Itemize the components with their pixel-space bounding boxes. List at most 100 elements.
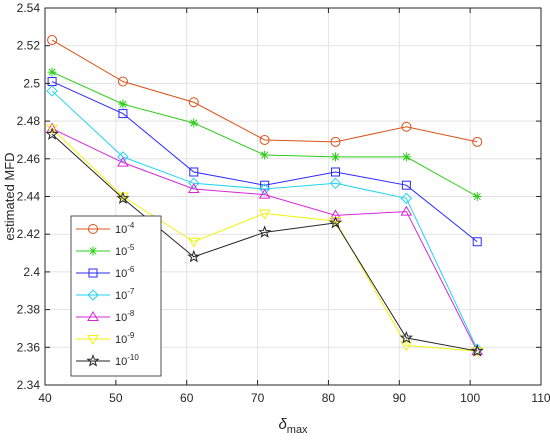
data-point [187, 182, 200, 193]
y-tick-label: 2.38 [17, 303, 41, 317]
legend-item: 10-7 [76, 287, 135, 302]
data-point [400, 192, 413, 205]
series-line [51, 128, 478, 352]
y-tick-label: 2.52 [17, 39, 41, 53]
data-point [46, 122, 58, 133]
data-point [118, 99, 128, 109]
data-point [330, 136, 341, 147]
data-point [117, 156, 129, 167]
data-point [331, 167, 341, 177]
data-point [118, 109, 128, 119]
data-point [117, 76, 128, 87]
legend-label: 10-5 [115, 243, 135, 258]
series-line [51, 81, 478, 243]
y-tick-label: 2.4 [23, 265, 40, 279]
legend-label: 10-6 [115, 265, 135, 280]
data-point [258, 183, 271, 195]
series-0 [47, 35, 483, 147]
legend-label: 10-10 [115, 353, 139, 368]
x-tick-label: 50 [109, 391, 123, 405]
series-line [51, 128, 478, 352]
data-point [399, 330, 413, 344]
legend-marker [88, 268, 98, 278]
legend-marker [87, 335, 99, 345]
legend-item: 10-10 [76, 353, 139, 368]
x-axis-symbol: δ [278, 416, 287, 433]
series-layer [45, 35, 484, 358]
legend-marker [88, 246, 98, 256]
data-point [187, 237, 200, 248]
legend-marker [87, 311, 99, 321]
data-point [401, 121, 412, 132]
data-point [258, 188, 271, 199]
legend-item: 10-6 [76, 265, 135, 280]
legend-item: 10-9 [76, 331, 135, 346]
data-point [259, 134, 270, 145]
data-point [258, 209, 271, 220]
data-point [187, 249, 201, 263]
data-point [46, 124, 58, 135]
x-axis-subscript: max [287, 424, 308, 436]
data-point [328, 215, 343, 229]
data-point [258, 225, 272, 238]
series-6 [45, 127, 484, 357]
y-axis-label: estimated MFD [2, 152, 17, 240]
legend-item: 10-8 [76, 309, 135, 324]
data-point [472, 237, 482, 247]
data-point [188, 177, 200, 190]
data-point [45, 127, 59, 140]
y-tick-label: 2.5 [23, 76, 40, 90]
x-tick-label: 60 [180, 391, 194, 405]
series-4 [46, 122, 484, 356]
data-point [329, 209, 342, 220]
data-point [188, 97, 199, 108]
y-tick-label: 2.44 [17, 190, 41, 204]
legend: 10-4 10-5 10-6 10-7 10-8 10-9 10-10 [70, 215, 162, 377]
data-point [189, 167, 199, 177]
x-tick-label: 40 [38, 391, 52, 405]
legend-marker [86, 354, 100, 367]
data-point [401, 152, 411, 162]
x-tick-label: 110 [531, 391, 550, 405]
x-tick-label: 80 [322, 391, 336, 405]
series-line [51, 39, 478, 143]
axis-ticks: 40 50 60 70 80 90 100 110 2.34 2.36 2.38 2.4 2.42 2.4… [17, 1, 550, 405]
legend-label: 10-7 [115, 287, 135, 302]
data-point [47, 35, 58, 46]
data-point [470, 344, 484, 357]
y-tick-label: 2.42 [17, 227, 41, 241]
x-tick-label: 70 [251, 391, 265, 405]
series-1 [47, 67, 482, 201]
legend-marker [88, 224, 98, 234]
data-point [189, 118, 199, 128]
y-tick-label: 2.48 [17, 114, 41, 128]
data-point [331, 152, 341, 162]
legend-marker [87, 289, 99, 301]
legend-item: 10-4 [76, 221, 135, 236]
data-point [329, 177, 342, 190]
x-axis-label: δmax [278, 416, 308, 436]
y-axis-label-text: estimated MFD [2, 152, 17, 240]
data-point [472, 136, 483, 147]
data-point [117, 151, 129, 163]
series-line [51, 133, 478, 352]
data-point [116, 191, 130, 204]
data-point [400, 341, 413, 352]
data-point [400, 205, 413, 216]
y-tick-label: 2.46 [17, 152, 41, 166]
legend-item: 10-5 [76, 243, 135, 258]
data-point [401, 180, 411, 190]
x-tick-label: 100 [460, 391, 480, 405]
data-point [472, 192, 482, 201]
legend-box [70, 215, 162, 377]
y-tick-label: 2.54 [17, 1, 41, 15]
data-point [47, 67, 57, 77]
x-tick-label: 90 [393, 391, 407, 405]
y-tick-label: 2.36 [17, 340, 41, 354]
data-point [260, 150, 270, 160]
data-point [46, 85, 58, 97]
legend-label: 10-9 [115, 331, 135, 346]
legend-label: 10-8 [115, 309, 135, 324]
legend-label: 10-4 [115, 221, 135, 236]
